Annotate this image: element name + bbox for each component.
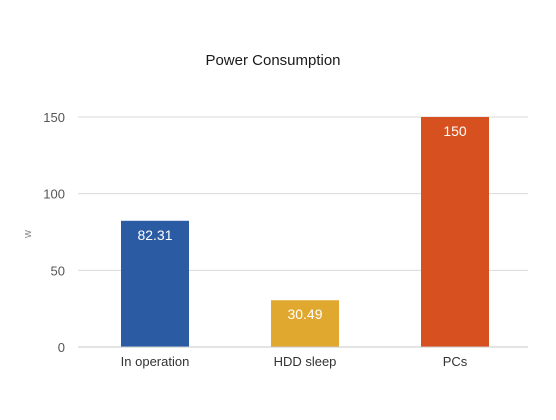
bar-pcs: [421, 117, 489, 347]
y-tick-label: 50: [51, 263, 65, 278]
chart-title: Power Consumption: [205, 52, 340, 69]
bar-hdd-sleep: [271, 300, 339, 347]
y-axis-ticks: 0 50 100 150: [43, 110, 65, 355]
data-label: 150: [443, 123, 467, 139]
bar-in-operation: [121, 220, 189, 347]
x-category-label: In operation: [121, 354, 190, 369]
data-label: 30.49: [287, 306, 322, 322]
data-label: 82.31: [137, 227, 172, 243]
x-category-label: HDD sleep: [274, 354, 337, 369]
y-tick-label: 100: [43, 187, 65, 202]
x-axis-categories: In operation HDD sleep PCs: [121, 354, 468, 369]
y-axis-label: w: [22, 230, 34, 239]
y-tick-label: 0: [58, 340, 65, 355]
y-tick-label: 150: [43, 110, 65, 125]
data-labels: 82.31 30.49 150: [137, 123, 466, 322]
x-category-label: PCs: [443, 354, 468, 369]
bars: [121, 117, 489, 347]
